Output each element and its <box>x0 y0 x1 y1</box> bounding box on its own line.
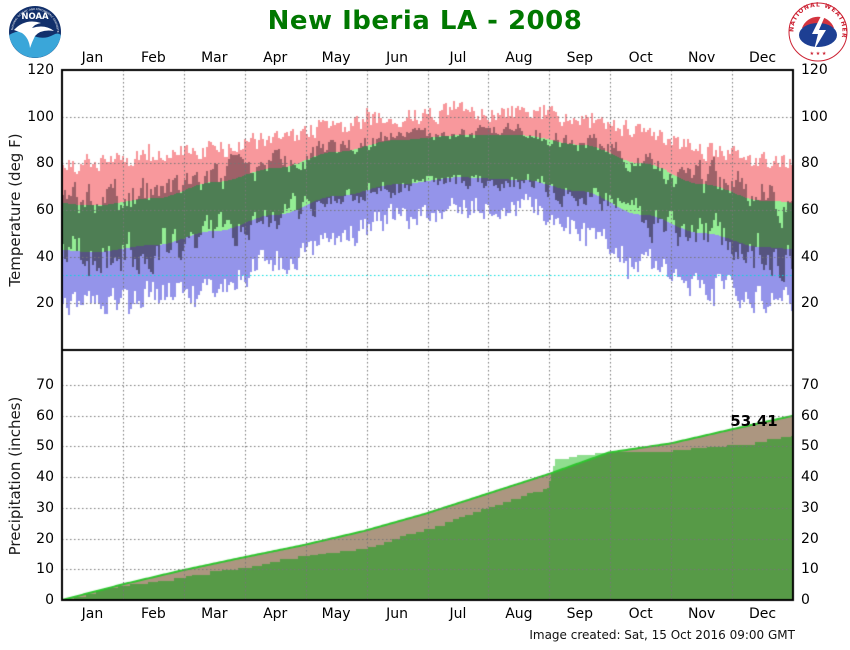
month-label-bottom-May: May <box>321 606 351 622</box>
precip-tick-left-40: 40 <box>36 469 54 486</box>
month-label-bottom-Aug: Aug <box>505 606 533 622</box>
precip-tick-left-70: 70 <box>36 377 54 393</box>
nws-logo: NATIONAL WEATHER SERVICE ★ ★ ★ <box>788 2 848 62</box>
month-label-top-Jan: Jan <box>81 50 104 66</box>
precip-tick-right-40: 40 <box>801 469 819 486</box>
month-label-bottom-Apr: Apr <box>263 606 288 622</box>
precipitation-axis-title: Precipitation (inches) <box>6 396 24 556</box>
month-label-top-May: May <box>321 50 351 66</box>
month-label-top-Dec: Dec <box>748 50 777 66</box>
month-label-top-Oct: Oct <box>628 50 653 66</box>
month-label-top-Feb: Feb <box>140 50 166 66</box>
precip-total-annotation: 53.41 <box>730 412 778 430</box>
precip-tick-right-30: 30 <box>801 499 819 516</box>
page-title: New Iberia LA - 2008 <box>267 6 583 36</box>
image-created-timestamp: Image created: Sat, 15 Oct 2016 09:00 GM… <box>529 628 795 642</box>
temp-tick-left-80: 80 <box>36 155 54 172</box>
temperature-axis-title: Temperature (deg F) <box>6 133 24 287</box>
precip-tick-left-10: 10 <box>36 561 54 578</box>
month-label-top-Aug: Aug <box>505 50 533 66</box>
precip-tick-right-50: 50 <box>801 438 819 455</box>
month-label-bottom-Jul: Jul <box>449 606 467 622</box>
month-label-bottom-Nov: Nov <box>687 606 716 622</box>
temp-tick-right-100: 100 <box>801 108 828 125</box>
precip-tick-right-20: 20 <box>801 530 819 547</box>
precip-tick-right-10: 10 <box>801 561 819 578</box>
temp-tick-left-100: 100 <box>27 108 54 125</box>
noaa-seagull-icon <box>14 21 54 48</box>
temp-tick-left-120: 120 <box>27 62 54 78</box>
month-label-bottom-Oct: Oct <box>628 606 653 622</box>
noaa-logo: NOAA NATIONAL OCEANIC AND ATMOSPHERIC AD… <box>8 2 62 62</box>
month-label-bottom-Mar: Mar <box>201 606 228 622</box>
month-label-bottom-Jun: Jun <box>386 606 408 622</box>
nws-stars: ★ ★ ★ <box>810 51 827 57</box>
precip-tick-left-60: 60 <box>36 407 54 424</box>
precip-tick-left-20: 20 <box>36 530 54 547</box>
precip-tick-left-50: 50 <box>36 438 54 455</box>
temp-tick-left-20: 20 <box>36 295 54 312</box>
temp-tick-right-120: 120 <box>801 62 828 78</box>
month-label-bottom-Sep: Sep <box>566 606 593 622</box>
temp-tick-right-80: 80 <box>801 155 819 172</box>
month-label-top-Mar: Mar <box>201 50 228 66</box>
month-label-bottom-Feb: Feb <box>140 606 166 622</box>
temp-tick-left-60: 60 <box>36 202 54 218</box>
month-label-top-Jul: Jul <box>449 50 467 66</box>
precip-tick-right-60: 60 <box>801 407 819 424</box>
precip-tick-left-30: 30 <box>36 499 54 516</box>
temp-tick-right-20: 20 <box>801 295 819 312</box>
temp-tick-left-40: 40 <box>36 248 54 265</box>
month-label-top-Jun: Jun <box>386 50 408 66</box>
temp-tick-right-40: 40 <box>801 248 819 265</box>
noaa-logo-text: NOAA <box>21 12 49 22</box>
noaa-logo-wave <box>9 31 61 58</box>
month-label-top-Nov: Nov <box>687 50 716 66</box>
precip-tick-left-0: 0 <box>45 592 54 608</box>
month-label-bottom-Dec: Dec <box>748 606 777 622</box>
month-label-bottom-Jan: Jan <box>81 606 104 622</box>
month-label-top-Sep: Sep <box>566 50 593 66</box>
precip-tick-right-70: 70 <box>801 377 819 393</box>
temp-tick-right-60: 60 <box>801 202 819 218</box>
month-label-top-Apr: Apr <box>263 50 288 66</box>
precip-tick-right-0: 0 <box>801 592 810 608</box>
nws-lightning-icon <box>812 16 826 50</box>
